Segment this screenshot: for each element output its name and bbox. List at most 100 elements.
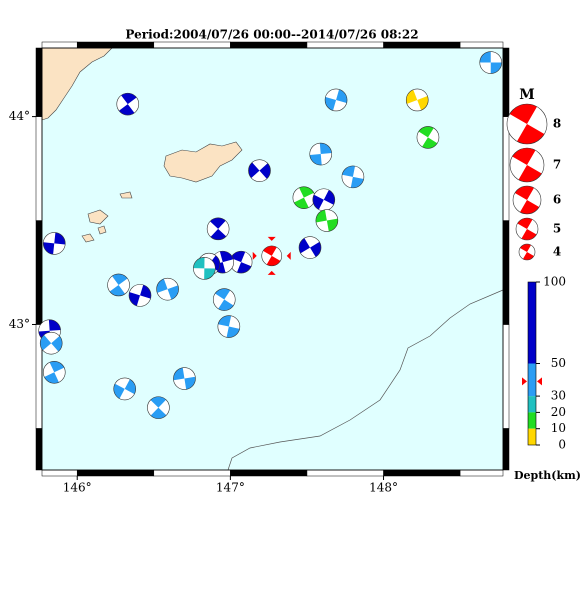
focal-mechanism-lune bbox=[193, 257, 216, 280]
focal-mechanism-lune bbox=[230, 251, 252, 274]
title: Period:2004/07/26 00:00--2014/07/26 08:2… bbox=[125, 28, 418, 42]
map-border bbox=[41, 47, 504, 471]
magnitude-symbol-outline bbox=[506, 103, 548, 145]
magnitude-label: 8 bbox=[553, 117, 561, 131]
magnitude-label: 6 bbox=[553, 193, 561, 207]
depth-band bbox=[528, 363, 536, 397]
focal-mechanism-outline bbox=[42, 232, 66, 255]
focal-mechanism-outline bbox=[42, 360, 66, 384]
frame-bar bbox=[502, 428, 510, 471]
island bbox=[119, 191, 133, 199]
magnitude-label: 5 bbox=[553, 222, 561, 236]
focal-mechanism-outline bbox=[315, 209, 339, 232]
x-tick-label: 146° bbox=[63, 481, 92, 495]
focal-mechanism bbox=[324, 88, 348, 112]
focal-mechanism-lune bbox=[315, 209, 338, 232]
depth-band bbox=[528, 412, 536, 429]
focal-mechanism-outline bbox=[113, 377, 137, 401]
land bbox=[41, 47, 243, 243]
focal-mechanism bbox=[116, 92, 140, 116]
y-tick-label: 43° bbox=[9, 317, 30, 331]
depth-marker-right bbox=[537, 377, 542, 386]
magnitude-symbol-outline bbox=[512, 185, 542, 215]
focal-mechanism-lune bbox=[312, 189, 335, 210]
focal-mechanism-outline bbox=[298, 236, 322, 259]
depth-tick-label: 50 bbox=[551, 356, 566, 370]
focal-mechanism-outline bbox=[405, 88, 429, 112]
frame-bar bbox=[383, 469, 461, 477]
frame-bar bbox=[383, 41, 461, 49]
frame-bar bbox=[41, 41, 78, 49]
focal-mechanism-lune bbox=[248, 162, 271, 179]
magnitude-symbol-outline bbox=[509, 147, 545, 183]
magnitude-symbol-lune bbox=[514, 186, 540, 214]
magnitude-symbol-lune bbox=[512, 148, 542, 182]
frame-bar bbox=[230, 41, 308, 49]
focal-mechanism bbox=[405, 88, 429, 112]
focal-mechanism-lune bbox=[109, 273, 128, 296]
frame-bar bbox=[35, 47, 43, 117]
focal-mechanism-lune bbox=[43, 232, 66, 255]
magnitude-symbol-outline bbox=[515, 217, 539, 241]
focal-mechanism-lune bbox=[118, 93, 137, 116]
main-event-marker bbox=[252, 251, 257, 260]
focal-mechanism-lune bbox=[113, 379, 136, 399]
focal-mechanism-lune bbox=[210, 217, 227, 240]
magnitude-label: 4 bbox=[553, 245, 561, 259]
coast bbox=[41, 47, 113, 121]
focal-mechanism-outline bbox=[173, 367, 196, 390]
focal-mechanism bbox=[217, 315, 241, 338]
focal-mechanism-lune bbox=[173, 367, 196, 390]
focal-mechanism-outline bbox=[479, 51, 503, 74]
main-event-lune bbox=[263, 245, 281, 266]
focal-mechanism bbox=[107, 273, 130, 297]
focal-mechanism-lune bbox=[479, 51, 502, 74]
focal-mechanism bbox=[147, 396, 170, 419]
island bbox=[97, 225, 107, 235]
focal-mechanism bbox=[42, 360, 66, 384]
focal-mechanism-lune bbox=[342, 165, 364, 188]
island bbox=[81, 233, 95, 243]
focal-mechanism bbox=[156, 277, 179, 301]
magnitude-symbol bbox=[506, 103, 548, 145]
main-event-marker bbox=[267, 236, 276, 241]
frame-bar bbox=[153, 469, 231, 477]
focal-mechanism bbox=[416, 126, 440, 149]
depth-tick-label: 30 bbox=[551, 389, 566, 403]
frame-bar bbox=[502, 324, 510, 429]
focal-mechanism-outline bbox=[416, 126, 440, 149]
main-event-marker bbox=[267, 270, 276, 275]
frame-bar bbox=[41, 469, 78, 477]
focal-mechanism bbox=[173, 367, 196, 390]
frame-bar bbox=[502, 220, 510, 325]
focal-mechanism bbox=[212, 288, 236, 311]
frame-bar bbox=[76, 41, 155, 49]
magnitude-symbol bbox=[512, 185, 542, 215]
frame-bar bbox=[230, 469, 308, 477]
y-tick-label: 44° bbox=[9, 109, 30, 123]
frame-bar bbox=[35, 116, 43, 221]
focal-mechanism-outline bbox=[107, 273, 130, 297]
focal-mechanism-outline bbox=[212, 288, 236, 311]
focal-mechanism bbox=[312, 188, 336, 212]
focal-mechanism-lune bbox=[156, 278, 179, 300]
focal-mechanism bbox=[113, 377, 137, 401]
focal-mechanism-outline bbox=[128, 284, 152, 307]
island bbox=[87, 209, 109, 225]
focal-mechanism-lune bbox=[418, 126, 438, 149]
magnitude-symbol bbox=[518, 243, 536, 261]
focal-mechanism-lune bbox=[215, 288, 234, 311]
focal-mechanism-outline bbox=[39, 331, 63, 355]
focal-mechanism bbox=[315, 209, 339, 232]
frame-bar bbox=[459, 41, 504, 49]
frame-bar bbox=[306, 41, 384, 49]
focal-mechanism bbox=[39, 331, 63, 355]
focal-mechanism bbox=[42, 232, 66, 255]
focal-mechanism-lune bbox=[309, 143, 332, 166]
main-event-marker bbox=[286, 251, 291, 260]
frame-bar bbox=[459, 469, 504, 477]
focal-mechanism bbox=[248, 159, 271, 182]
depth-tick-label: 100 bbox=[543, 275, 566, 289]
focal-mechanism bbox=[292, 186, 316, 209]
focal-mechanism-outline bbox=[206, 217, 230, 241]
